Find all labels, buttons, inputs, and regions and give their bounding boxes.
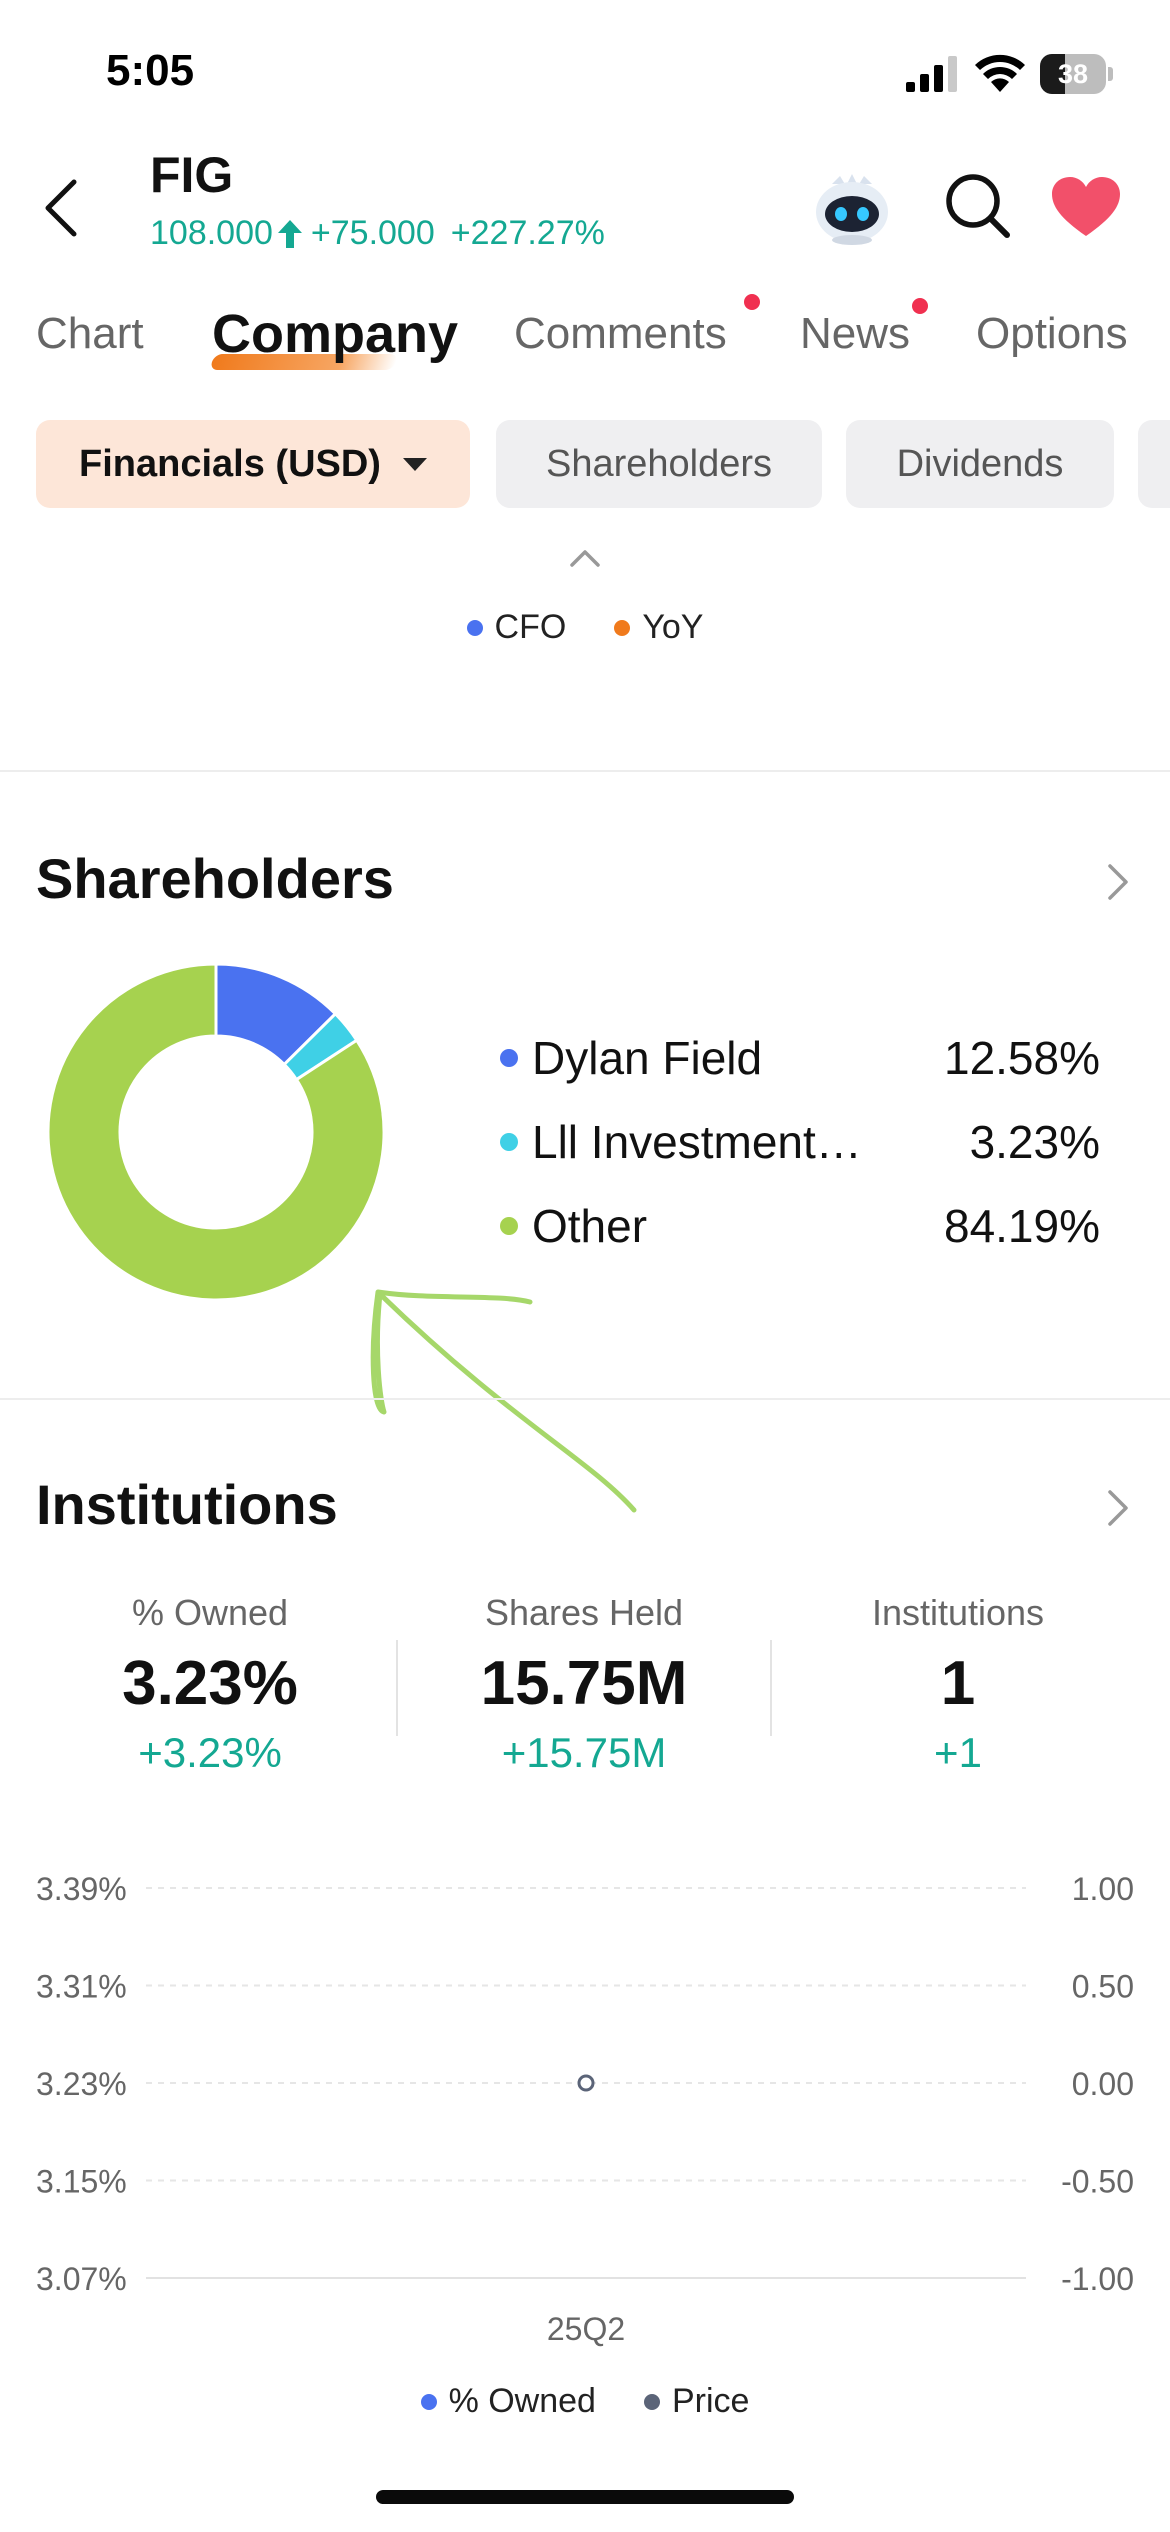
section-divider [0, 770, 1170, 772]
y-right-tick-label: -0.50 [1061, 2164, 1134, 2200]
legend-item-cfo: CFO [467, 608, 567, 647]
stock-ticker: FIG [150, 146, 233, 204]
cellular-signal-icon [906, 56, 958, 92]
chip-more[interactable] [1138, 420, 1170, 508]
quote-row: 108.000 +75.000 +227.27% [150, 214, 605, 253]
x-tick-label: 25Q2 [547, 2311, 625, 2347]
y-right-tick-label: -1.00 [1061, 2261, 1134, 2297]
shareholder-row[interactable]: Other 84.19% [500, 1184, 1100, 1268]
legend-label: CFO [495, 608, 567, 647]
shareholders-title: Shareholders [36, 846, 394, 911]
institutions-chart-legend: % Owned Price [0, 2382, 1170, 2421]
shareholder-row[interactable]: Lll Investment… 3.23% [500, 1100, 1100, 1184]
y-left-tick-label: 3.07% [36, 2261, 127, 2297]
tab-chart[interactable]: Chart [36, 296, 144, 372]
ai-assistant-robot-icon[interactable] [812, 168, 892, 248]
stat-shares-held: Shares Held 15.75M +15.75M [398, 1592, 770, 1777]
shareholder-percent: 12.58% [940, 1031, 1100, 1085]
stat-value: 15.75M [398, 1648, 770, 1719]
status-time: 5:05 [106, 46, 194, 96]
price-data-point [579, 2076, 593, 2090]
search-icon[interactable] [944, 172, 1012, 240]
legend-item-price: Price [644, 2382, 749, 2421]
stat-institutions: Institutions 1 +1 [772, 1592, 1144, 1777]
y-right-tick-label: 0.50 [1072, 1969, 1134, 2005]
stat-label: Institutions [772, 1592, 1144, 1634]
wifi-icon [974, 52, 1026, 92]
tab-news[interactable]: News [800, 296, 910, 372]
last-price: 108.000 [150, 214, 273, 253]
y-left-tick-label: 3.23% [36, 2066, 127, 2102]
price-change-percent: +227.27% [451, 214, 605, 253]
legend-dot [614, 620, 630, 636]
tab-company[interactable]: Company [212, 296, 458, 372]
cfo-chart-legend: CFO YoY [0, 608, 1170, 647]
chevron-up-icon[interactable] [568, 546, 602, 570]
tab-options[interactable]: Options [976, 296, 1128, 372]
chip-shareholders[interactable]: Shareholders [496, 420, 822, 508]
tab-comments[interactable]: Comments [514, 296, 727, 372]
home-indicator[interactable] [376, 2490, 794, 2504]
institutions-title: Institutions [36, 1472, 338, 1537]
shareholders-legend: Dylan Field 12.58% Lll Investment… 3.23%… [500, 1016, 1100, 1268]
legend-dot [500, 1217, 518, 1235]
y-left-tick-label: 3.15% [36, 2164, 127, 2200]
shareholders-donut-chart [46, 962, 386, 1302]
hand-drawn-arrow-annotation [360, 1270, 650, 1520]
status-bar: 5:05 38 [0, 0, 1170, 150]
section-divider [0, 1398, 1170, 1400]
stat-change: +3.23% [24, 1729, 396, 1777]
legend-dot [644, 2394, 660, 2410]
stat-change: +1 [772, 1729, 1144, 1777]
stat-change: +15.75M [398, 1729, 770, 1777]
legend-label: YoY [642, 608, 703, 647]
legend-item-owned: % Owned [421, 2382, 596, 2421]
institutions-line-chart: 3.39% 1.00 3.31% 0.50 3.23% 0.00 3.15% -0.50 3.0… [0, 1850, 1170, 2350]
legend-dot [467, 620, 483, 636]
y-left-tick-label: 3.39% [36, 1871, 127, 1907]
battery-icon: 38 [1040, 54, 1112, 94]
back-button[interactable] [30, 168, 90, 248]
stat-value: 1 [772, 1648, 1144, 1719]
shareholder-name: Other [532, 1199, 940, 1253]
arrow-up-icon [277, 219, 303, 249]
financials-dropdown[interactable]: Financials (USD) [36, 420, 470, 508]
stat-value: 3.23% [24, 1648, 396, 1719]
institution-stats: % Owned 3.23% +3.23% Shares Held 15.75M … [0, 1592, 1170, 1792]
legend-dot [500, 1049, 518, 1067]
legend-item-yoy: YoY [614, 608, 703, 647]
stat-owned: % Owned 3.23% +3.23% [24, 1592, 396, 1777]
comments-badge [744, 294, 760, 310]
shareholder-name: Lll Investment… [532, 1115, 940, 1169]
tab-bar: Chart Company Comments News Options [0, 296, 1170, 372]
caret-down-icon [403, 458, 427, 471]
chevron-right-icon[interactable] [1104, 860, 1132, 904]
legend-dot [421, 2394, 437, 2410]
favorite-heart-icon[interactable] [1050, 176, 1122, 238]
shareholder-percent: 84.19% [940, 1199, 1100, 1253]
shareholder-name: Dylan Field [532, 1031, 940, 1085]
chevron-right-icon[interactable] [1104, 1486, 1132, 1530]
filter-chips: Financials (USD) Shareholders Dividends [0, 420, 1170, 508]
stat-label: Shares Held [398, 1592, 770, 1634]
chevron-left-icon [42, 178, 78, 238]
y-left-tick-label: 3.31% [36, 1969, 127, 2005]
news-badge [912, 298, 928, 314]
legend-dot [500, 1133, 518, 1151]
institutions-chart: 3.39% 1.00 3.31% 0.50 3.23% 0.00 3.15% -0.50 3.0… [0, 1850, 1170, 2350]
battery-level: 38 [1040, 54, 1106, 94]
stat-label: % Owned [24, 1592, 396, 1634]
chip-dividends[interactable]: Dividends [846, 420, 1114, 508]
financials-label: Financials (USD) [79, 443, 381, 486]
y-right-tick-label: 0.00 [1072, 2066, 1134, 2102]
y-right-tick-label: 1.00 [1072, 1871, 1134, 1907]
legend-label: % Owned [449, 2382, 596, 2421]
price-change: +75.000 [311, 214, 435, 253]
shareholder-row[interactable]: Dylan Field 12.58% [500, 1016, 1100, 1100]
shareholder-percent: 3.23% [940, 1115, 1100, 1169]
legend-label: Price [672, 2382, 749, 2421]
